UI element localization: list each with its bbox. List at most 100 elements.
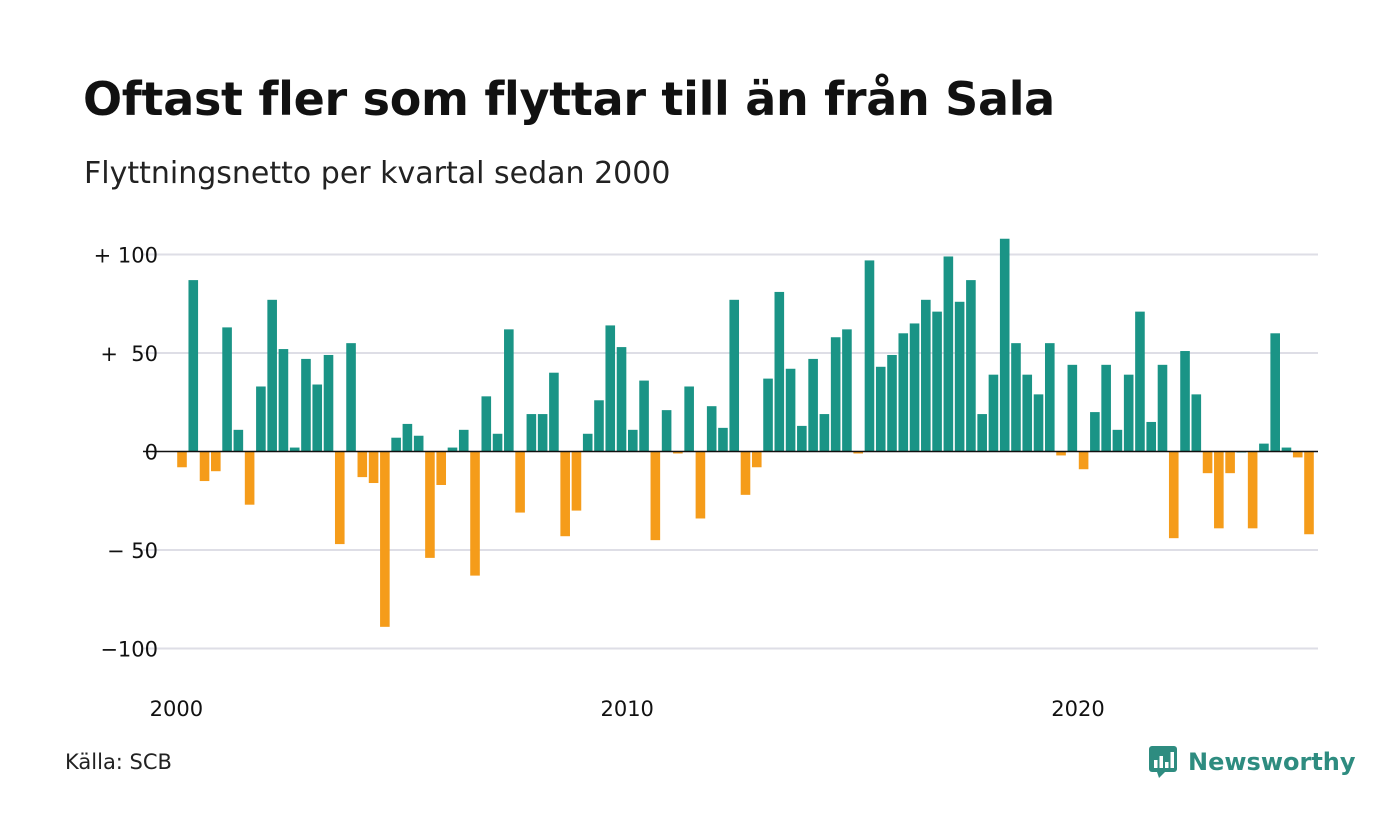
bar bbox=[999, 238, 1010, 452]
bar bbox=[774, 291, 785, 452]
chart-subtitle: Flyttningsnetto per kvartal sedan 2000 bbox=[84, 156, 671, 191]
bar bbox=[751, 451, 762, 468]
bar bbox=[628, 429, 638, 452]
bar bbox=[436, 451, 447, 485]
bar bbox=[1033, 394, 1044, 452]
x-tick-label: 2000 bbox=[150, 697, 203, 721]
bar bbox=[864, 260, 875, 452]
bar bbox=[695, 451, 706, 519]
x-tick-label: 2020 bbox=[1051, 697, 1104, 721]
bar bbox=[549, 372, 559, 452]
bar bbox=[560, 451, 570, 537]
bar bbox=[1157, 364, 1168, 452]
bar bbox=[312, 384, 323, 452]
bar bbox=[616, 347, 627, 452]
bar bbox=[650, 451, 661, 541]
bar bbox=[368, 451, 379, 484]
bar bbox=[1022, 374, 1033, 452]
bar bbox=[797, 425, 807, 452]
bar-chart: + 100 + 50 0 − 50 −100 2000 2010 2020 bbox=[94, 238, 1318, 721]
x-axis-ticks: 2000 2010 2020 bbox=[150, 697, 1105, 721]
bar bbox=[323, 354, 334, 452]
bar bbox=[943, 256, 954, 452]
bar bbox=[1146, 421, 1157, 452]
y-tick-label: 0 bbox=[145, 441, 158, 465]
bar bbox=[1056, 451, 1066, 456]
bar bbox=[594, 400, 604, 452]
bar bbox=[391, 437, 401, 452]
bar bbox=[887, 354, 897, 452]
bar bbox=[706, 406, 717, 452]
bars bbox=[177, 238, 1314, 627]
bar bbox=[357, 451, 368, 478]
bar bbox=[921, 299, 931, 452]
bar bbox=[1292, 451, 1303, 458]
bar bbox=[222, 327, 232, 452]
bar bbox=[966, 280, 976, 452]
bar bbox=[582, 433, 593, 452]
bar bbox=[853, 451, 863, 454]
bar bbox=[256, 386, 266, 452]
bar bbox=[244, 451, 255, 505]
brand-name: Newsworthy bbox=[1188, 748, 1356, 776]
bar bbox=[526, 414, 537, 452]
bar bbox=[346, 343, 356, 452]
bar bbox=[233, 429, 244, 452]
bar bbox=[1247, 451, 1258, 529]
bar bbox=[481, 396, 492, 452]
bar bbox=[684, 386, 694, 452]
bar bbox=[1078, 451, 1089, 470]
bar bbox=[267, 299, 277, 452]
bar bbox=[729, 299, 740, 452]
bar bbox=[932, 311, 942, 452]
bar bbox=[211, 451, 221, 472]
bar bbox=[1180, 351, 1190, 452]
grid-lines bbox=[143, 253, 1318, 650]
bar bbox=[1112, 429, 1123, 452]
bar bbox=[334, 451, 345, 545]
bar bbox=[515, 451, 525, 513]
y-axis-ticks: + 100 + 50 0 − 50 −100 bbox=[94, 244, 158, 662]
bar bbox=[988, 374, 999, 452]
bar bbox=[1191, 394, 1202, 452]
bar bbox=[571, 451, 582, 511]
bar bbox=[954, 301, 965, 452]
bar bbox=[492, 433, 503, 452]
newsworthy-logo-icon bbox=[1149, 746, 1177, 778]
bar bbox=[763, 378, 773, 452]
bar bbox=[458, 429, 469, 452]
y-tick-label: + 50 bbox=[100, 342, 158, 366]
bar bbox=[1123, 374, 1134, 452]
y-tick-label: − 50 bbox=[107, 539, 158, 563]
bar bbox=[1270, 333, 1280, 452]
bar bbox=[470, 451, 480, 576]
bar bbox=[301, 358, 311, 452]
bar bbox=[1304, 451, 1314, 535]
bar bbox=[177, 451, 187, 468]
bar bbox=[289, 447, 300, 452]
bar bbox=[830, 337, 841, 452]
y-tick-label: −100 bbox=[100, 638, 158, 662]
bar bbox=[425, 451, 435, 558]
bar bbox=[718, 427, 728, 452]
chart-title: Oftast fler som flyttar till än från Sal… bbox=[83, 72, 1055, 126]
bar bbox=[875, 366, 886, 452]
source-label: Källa: SCB bbox=[65, 750, 172, 774]
bar bbox=[1011, 343, 1021, 452]
bar bbox=[1044, 343, 1055, 452]
bar bbox=[661, 410, 672, 452]
bar bbox=[1281, 447, 1292, 452]
bar bbox=[842, 329, 852, 452]
bar bbox=[740, 451, 751, 495]
bar bbox=[1168, 451, 1179, 539]
bar bbox=[504, 329, 514, 452]
brand-logo: Newsworthy bbox=[1148, 742, 1356, 782]
bar bbox=[673, 451, 683, 454]
y-tick-label: + 100 bbox=[94, 244, 158, 268]
bar bbox=[1202, 451, 1213, 474]
bar bbox=[1090, 412, 1100, 452]
bar bbox=[977, 414, 987, 452]
bar bbox=[808, 358, 818, 452]
bar bbox=[1101, 364, 1111, 452]
bar bbox=[1225, 451, 1235, 474]
